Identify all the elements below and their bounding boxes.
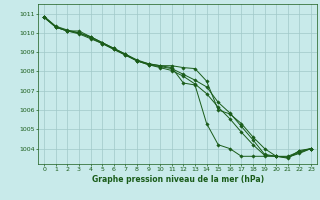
X-axis label: Graphe pression niveau de la mer (hPa): Graphe pression niveau de la mer (hPa)	[92, 175, 264, 184]
